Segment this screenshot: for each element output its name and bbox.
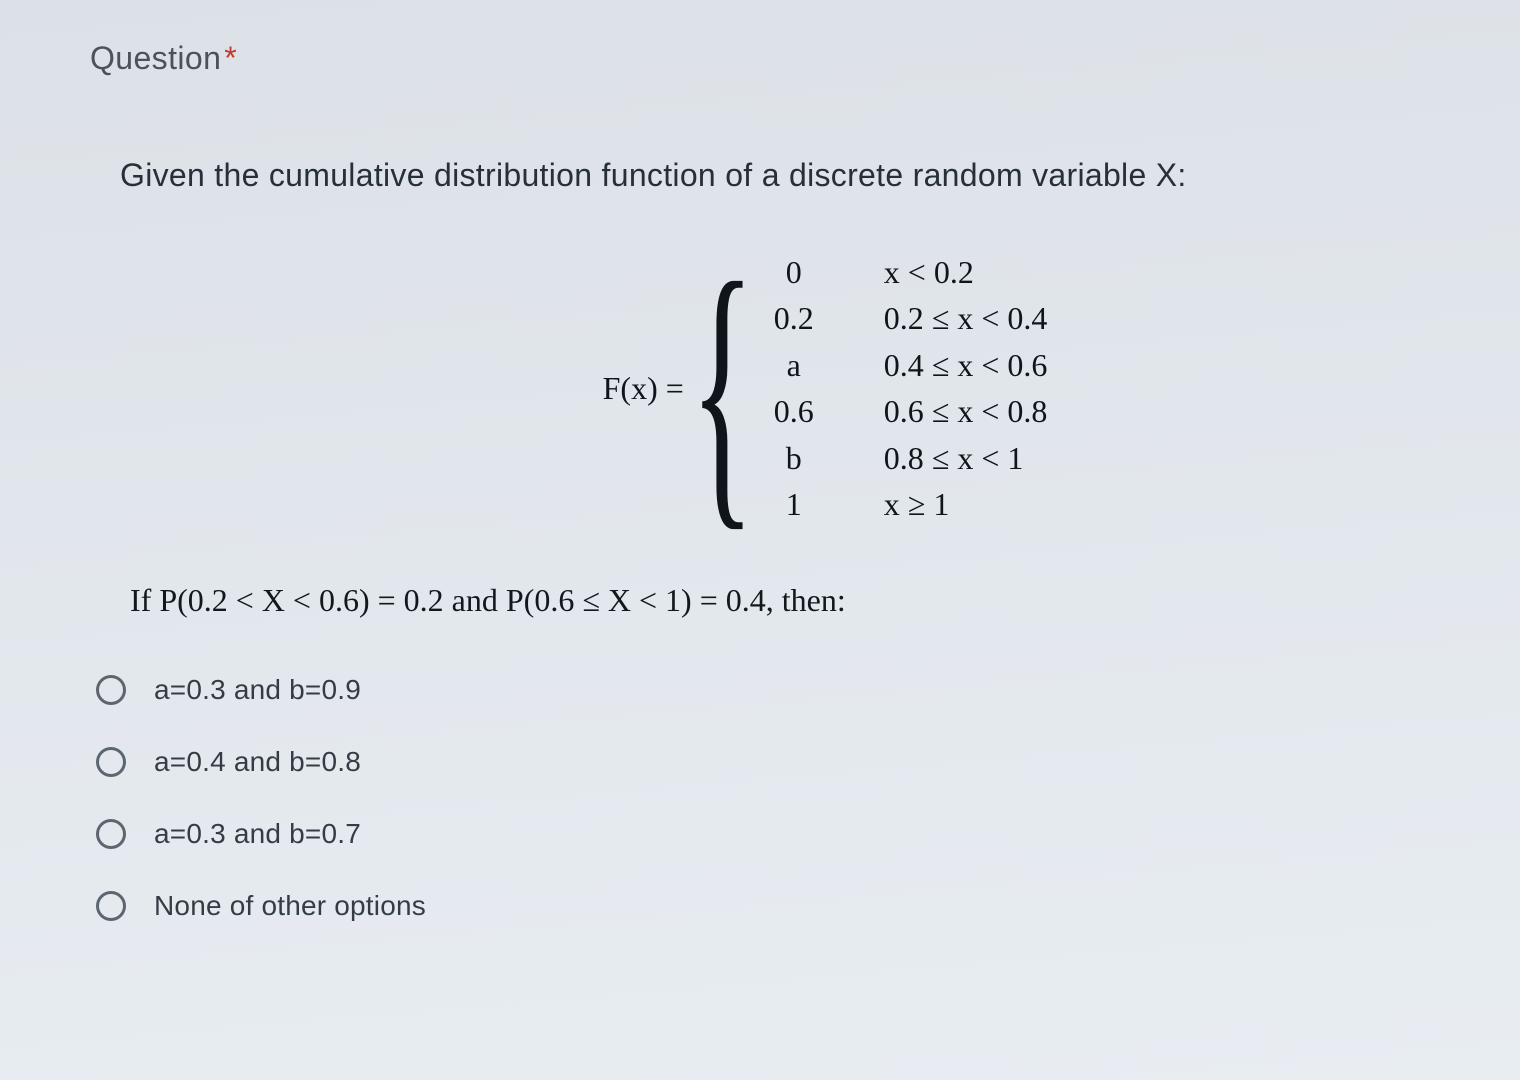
probability-condition: If P(0.2 < X < 0.6) = 0.2 and P(0.6 ≤ X … xyxy=(130,582,1440,619)
question-page: Question* Given the cumulative distribut… xyxy=(0,0,1520,1080)
cdf-value: 1 xyxy=(786,481,802,527)
option-2[interactable]: a=0.4 and b=0.8 xyxy=(96,746,1440,778)
option-1[interactable]: a=0.3 and b=0.9 xyxy=(96,674,1440,706)
cdf-condition: x ≥ 1 xyxy=(884,481,950,527)
cdf-condition: 0.6 ≤ x < 0.8 xyxy=(884,388,1048,434)
option-label: a=0.4 and b=0.8 xyxy=(154,746,361,778)
option-label: a=0.3 and b=0.9 xyxy=(154,674,361,706)
cdf-condition: x < 0.2 xyxy=(884,249,974,295)
cdf-lhs-text: F(x) = xyxy=(603,370,684,406)
cdf-value: 0.2 xyxy=(774,295,814,341)
cdf-values-column: 0 0.2 a 0.6 b 1 xyxy=(774,249,814,527)
cdf-condition: 0.8 ≤ x < 1 xyxy=(884,435,1024,481)
cdf-conditions-column: x < 0.2 0.2 ≤ x < 0.4 0.4 ≤ x < 0.6 0.6 … xyxy=(884,249,1048,527)
radio-icon[interactable] xyxy=(96,891,126,921)
radio-icon[interactable] xyxy=(96,675,126,705)
option-label: None of other options xyxy=(154,890,426,922)
cdf-value: a xyxy=(787,342,801,388)
cdf-value: b xyxy=(786,435,802,481)
option-3[interactable]: a=0.3 and b=0.7 xyxy=(96,818,1440,850)
cdf-lhs: F(x) = xyxy=(603,370,684,407)
cdf-body: 0 0.2 a 0.6 b 1 x < 0.2 0.2 ≤ x < 0.4 0.… xyxy=(774,249,1048,527)
cdf-value: 0.6 xyxy=(774,388,814,434)
question-prompt: Given the cumulative distribution functi… xyxy=(120,157,1440,194)
option-label: a=0.3 and b=0.7 xyxy=(154,818,361,850)
cdf-condition: 0.2 ≤ x < 0.4 xyxy=(884,295,1048,341)
cdf-value: 0 xyxy=(786,249,802,295)
option-4[interactable]: None of other options xyxy=(96,890,1440,922)
required-asterisk: * xyxy=(224,40,237,76)
answer-options: a=0.3 and b=0.9 a=0.4 and b=0.8 a=0.3 an… xyxy=(96,674,1440,922)
left-brace-icon: { xyxy=(690,271,755,505)
cdf-function: F(x) = { 0 0.2 a 0.6 b 1 x < 0.2 0.2 ≤ x… xyxy=(150,249,1500,527)
radio-icon[interactable] xyxy=(96,747,126,777)
question-title-text: Question xyxy=(90,40,221,76)
question-title: Question* xyxy=(90,40,1440,77)
radio-icon[interactable] xyxy=(96,819,126,849)
cdf-condition: 0.4 ≤ x < 0.6 xyxy=(884,342,1048,388)
